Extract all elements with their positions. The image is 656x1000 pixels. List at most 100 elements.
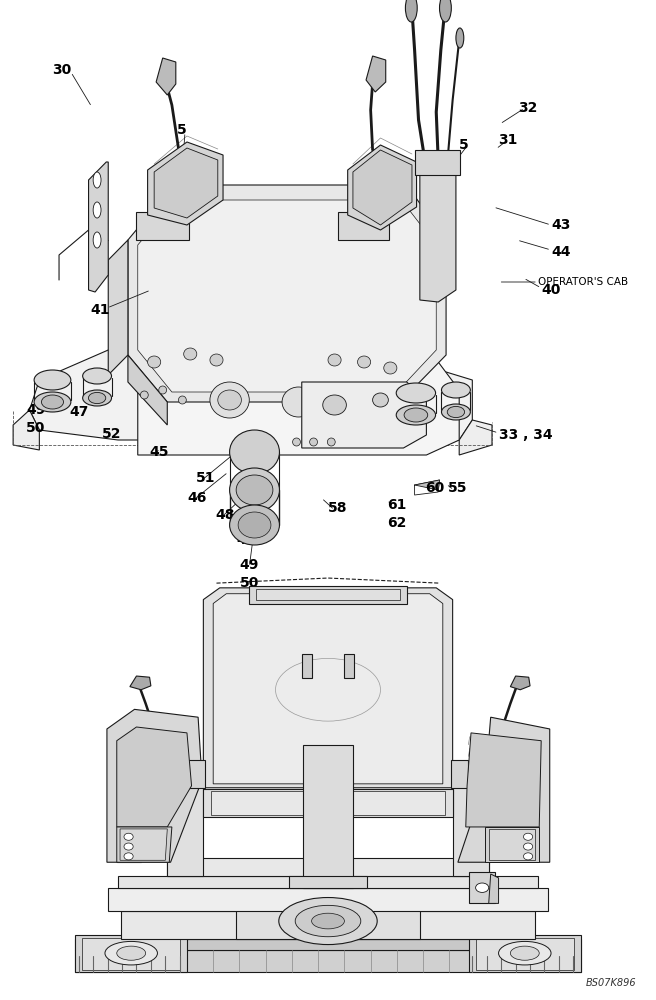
Polygon shape [203, 789, 453, 817]
Polygon shape [466, 733, 541, 827]
Ellipse shape [295, 905, 361, 937]
Text: 43: 43 [551, 218, 571, 232]
Ellipse shape [238, 512, 271, 538]
Ellipse shape [236, 475, 273, 505]
Polygon shape [249, 586, 407, 604]
Text: 51: 51 [195, 471, 215, 485]
Polygon shape [459, 420, 492, 455]
Polygon shape [128, 185, 446, 402]
Text: 41: 41 [91, 303, 110, 317]
Ellipse shape [218, 390, 241, 410]
Ellipse shape [327, 438, 335, 446]
Ellipse shape [93, 202, 101, 218]
Text: 44: 44 [551, 245, 571, 259]
Polygon shape [82, 938, 180, 970]
Polygon shape [118, 876, 538, 888]
Polygon shape [366, 56, 386, 92]
Ellipse shape [456, 28, 464, 48]
Polygon shape [236, 903, 420, 939]
Polygon shape [156, 58, 176, 95]
Text: BS07K896: BS07K896 [586, 978, 636, 988]
Text: 50: 50 [239, 576, 259, 590]
Ellipse shape [34, 392, 71, 412]
Ellipse shape [93, 172, 101, 188]
Ellipse shape [396, 383, 436, 403]
Text: 61: 61 [387, 498, 407, 512]
Ellipse shape [83, 368, 112, 384]
Ellipse shape [210, 354, 223, 366]
Ellipse shape [441, 404, 470, 420]
Ellipse shape [89, 392, 106, 404]
Ellipse shape [523, 843, 533, 850]
Polygon shape [453, 784, 489, 876]
Ellipse shape [384, 362, 397, 374]
Text: 49: 49 [239, 558, 259, 572]
Text: 30: 30 [52, 63, 72, 77]
Text: 58: 58 [328, 501, 348, 515]
Polygon shape [148, 142, 223, 225]
Text: 52: 52 [102, 427, 121, 441]
Ellipse shape [230, 430, 279, 474]
Ellipse shape [323, 395, 346, 415]
Ellipse shape [34, 370, 71, 390]
Ellipse shape [124, 843, 133, 850]
Polygon shape [489, 829, 535, 860]
Polygon shape [256, 589, 400, 600]
Ellipse shape [499, 941, 551, 965]
Polygon shape [75, 939, 581, 950]
Text: OPERATOR'S CAB: OPERATOR'S CAB [538, 277, 628, 287]
Polygon shape [107, 709, 202, 862]
Ellipse shape [117, 946, 146, 960]
Polygon shape [167, 784, 203, 876]
Text: 33 , 34: 33 , 34 [499, 428, 552, 442]
Ellipse shape [310, 438, 318, 446]
Polygon shape [302, 654, 312, 678]
Ellipse shape [178, 396, 186, 404]
Polygon shape [344, 654, 354, 678]
Text: 46: 46 [187, 491, 207, 505]
Polygon shape [203, 588, 453, 788]
Polygon shape [485, 827, 539, 862]
Polygon shape [489, 874, 499, 903]
Polygon shape [138, 355, 459, 455]
Polygon shape [117, 852, 141, 862]
Ellipse shape [476, 883, 489, 892]
Polygon shape [469, 935, 581, 972]
Polygon shape [510, 676, 530, 690]
Polygon shape [211, 791, 445, 815]
Ellipse shape [140, 391, 148, 399]
Ellipse shape [282, 387, 315, 417]
Ellipse shape [230, 505, 279, 545]
Polygon shape [30, 340, 472, 440]
Bar [338, 212, 389, 240]
Text: 47: 47 [236, 533, 256, 547]
Text: 49: 49 [26, 403, 46, 417]
Text: 50: 50 [26, 421, 46, 435]
Polygon shape [188, 760, 205, 788]
Polygon shape [353, 150, 412, 225]
Ellipse shape [328, 354, 341, 366]
Polygon shape [302, 382, 426, 448]
Polygon shape [130, 676, 151, 690]
Ellipse shape [523, 853, 533, 860]
Text: 5: 5 [177, 123, 187, 137]
Ellipse shape [105, 941, 157, 965]
Ellipse shape [293, 438, 300, 446]
Ellipse shape [159, 386, 167, 394]
Polygon shape [451, 760, 468, 788]
Text: 31: 31 [499, 133, 518, 147]
Text: 40: 40 [541, 283, 561, 297]
Ellipse shape [230, 468, 279, 512]
Ellipse shape [447, 406, 464, 418]
Ellipse shape [210, 382, 249, 418]
Polygon shape [458, 717, 550, 862]
Polygon shape [348, 145, 417, 230]
Ellipse shape [184, 348, 197, 360]
Polygon shape [89, 162, 108, 292]
Polygon shape [117, 727, 192, 827]
Polygon shape [75, 935, 187, 972]
Ellipse shape [441, 382, 470, 398]
Text: 5: 5 [459, 138, 469, 152]
Polygon shape [108, 888, 548, 911]
Polygon shape [213, 594, 443, 784]
